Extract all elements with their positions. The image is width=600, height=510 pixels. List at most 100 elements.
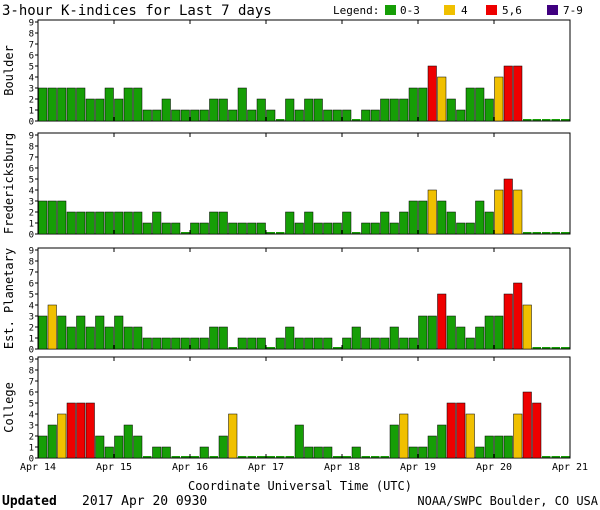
k-bar (171, 222, 181, 235)
k-bar (304, 337, 314, 350)
y-tick-label: 4 (29, 187, 34, 197)
k-bar (161, 98, 171, 122)
k-bar (561, 347, 570, 349)
k-bar (85, 211, 95, 235)
k-bar (190, 337, 200, 350)
k-bar (57, 87, 67, 122)
k-bar (266, 456, 275, 458)
k-bar (190, 109, 200, 122)
k-bar (446, 315, 456, 350)
k-bar (171, 109, 181, 122)
k-bar (503, 178, 513, 235)
k-bar (114, 315, 124, 350)
y-tick-label: 3 (29, 85, 34, 95)
k-bar (351, 326, 361, 350)
k-bar (418, 446, 428, 459)
k-bar (237, 337, 247, 350)
k-bar (389, 424, 399, 459)
k-bar (532, 119, 541, 121)
k-bar (427, 189, 437, 235)
k-bar (361, 456, 370, 458)
k-bar (323, 446, 333, 459)
k-bar (66, 326, 76, 350)
y-tick-label: 7 (29, 41, 34, 51)
k-bar (399, 337, 409, 350)
k-bar (294, 424, 304, 459)
k-bar (427, 65, 437, 122)
k-bar (456, 402, 466, 459)
k-bar (361, 222, 371, 235)
k-bar (561, 119, 570, 121)
k-bar (561, 456, 570, 458)
k-bar (171, 337, 181, 350)
k-bar (181, 232, 190, 234)
legend-swatch-4 (444, 5, 455, 15)
k-bar (133, 326, 143, 350)
k-bar (123, 326, 133, 350)
x-axis-label: Coordinate Universal Time (UTC) (188, 479, 412, 493)
k-bar (161, 222, 171, 235)
k-bar (437, 293, 447, 350)
k-bar (333, 456, 342, 458)
k-bar (561, 232, 570, 234)
panel-frame (37, 132, 571, 235)
y-tick-label: 9 (29, 356, 34, 366)
x-tick-label: Apr 14 (20, 462, 56, 473)
y-tick-label: 9 (29, 19, 34, 29)
k-bar (256, 337, 266, 350)
station-name: Boulder (2, 45, 16, 96)
k-bar (38, 87, 48, 122)
k-bar (104, 87, 114, 122)
chart-title: 3-hour K-indices for Last 7 days (2, 3, 272, 19)
y-tick-label: 2 (29, 96, 34, 106)
k-bar (76, 211, 86, 235)
k-bar (66, 87, 76, 122)
k-bar (47, 87, 57, 122)
x-tick-label: Apr 17 (248, 462, 284, 473)
k-bar (47, 424, 57, 459)
y-tick-label: 1 (29, 444, 34, 454)
y-tick-label: 9 (29, 132, 34, 142)
k-bar (342, 109, 352, 122)
k-bar (66, 211, 76, 235)
k-bar (370, 109, 380, 122)
legend-swatch-5-6 (486, 5, 497, 15)
k-bar (76, 402, 86, 459)
panel-frame (37, 356, 571, 459)
k-bar (104, 211, 114, 235)
y-tick-label: 5 (29, 291, 34, 301)
k-bar (143, 456, 152, 458)
k-bar (199, 109, 209, 122)
k-bar (247, 109, 257, 122)
k-bar (66, 402, 76, 459)
x-tick-label: Apr 18 (324, 462, 360, 473)
k-bar (123, 211, 133, 235)
y-tick-label: 5 (29, 176, 34, 186)
k-bar (152, 109, 162, 122)
k-bar (275, 337, 285, 350)
y-tick-label: 6 (29, 389, 34, 399)
y-tick-label: 8 (29, 30, 34, 40)
k-bar (446, 402, 456, 459)
k-bar (76, 87, 86, 122)
station-panels: 0123456789Boulder0123456789Fredericksbur… (2, 19, 571, 465)
k-bar (484, 211, 494, 235)
k-bar (522, 304, 532, 350)
k-bar (408, 446, 418, 459)
k-bar (142, 109, 152, 122)
legend-swatch-7-9 (547, 5, 558, 15)
k-bar (152, 337, 162, 350)
k-bar (285, 456, 294, 458)
k-bar (351, 446, 361, 459)
k-bar (333, 347, 342, 349)
y-tick-label: 4 (29, 411, 34, 421)
k-bar (85, 98, 95, 122)
y-tick-label: 7 (29, 154, 34, 164)
k-bar (161, 337, 171, 350)
k-bar (523, 232, 532, 234)
k-bar (57, 315, 67, 350)
legend-text-5-6: 5,6 (502, 4, 522, 17)
y-tick-label: 8 (29, 367, 34, 377)
k-bar (437, 424, 447, 459)
